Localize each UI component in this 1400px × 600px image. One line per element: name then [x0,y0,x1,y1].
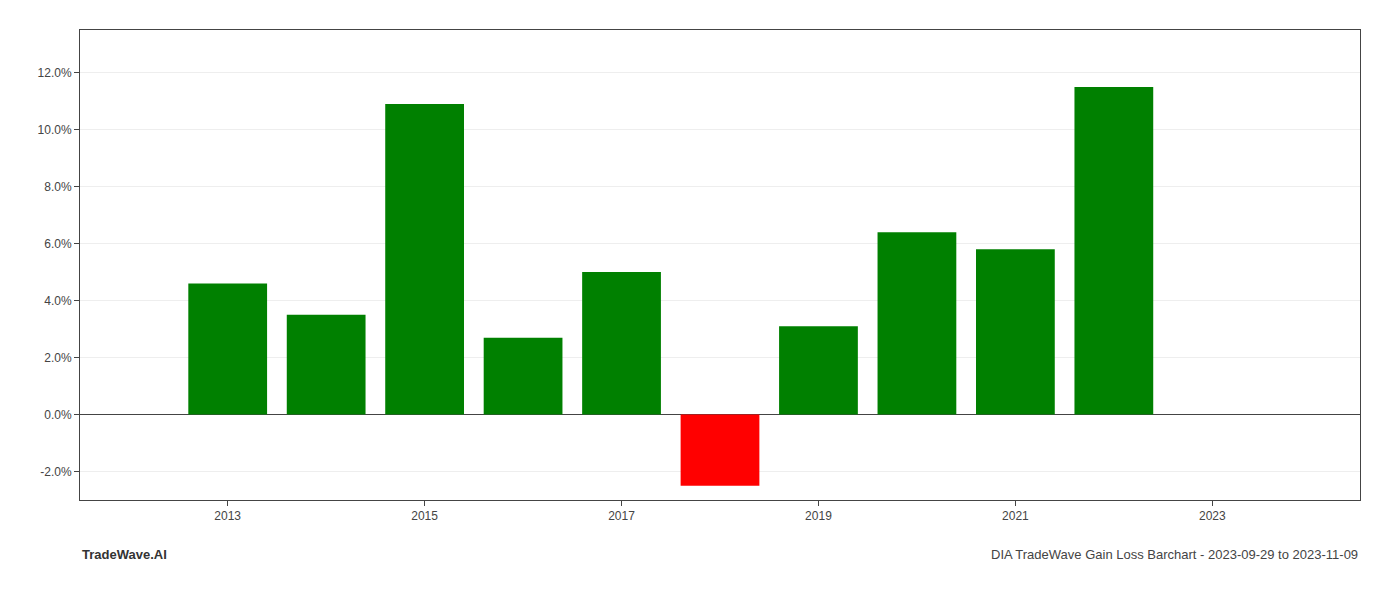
svg-text:4.0%: 4.0% [44,294,72,308]
svg-text:0.0%: 0.0% [44,408,72,422]
svg-text:DIA TradeWave Gain Loss Barcha: DIA TradeWave Gain Loss Barchart - 2023-… [991,547,1358,562]
svg-text:8.0%: 8.0% [44,180,72,194]
svg-text:2013: 2013 [214,509,241,523]
svg-text:12.0%: 12.0% [38,66,72,80]
svg-text:TradeWave.AI: TradeWave.AI [82,547,167,562]
svg-text:2019: 2019 [805,509,832,523]
svg-text:2017: 2017 [608,509,635,523]
svg-text:10.0%: 10.0% [38,123,72,137]
svg-text:6.0%: 6.0% [44,237,72,251]
svg-text:2021: 2021 [1002,509,1029,523]
svg-text:-2.0%: -2.0% [40,465,72,479]
svg-text:2023: 2023 [1199,509,1226,523]
svg-text:2015: 2015 [411,509,438,523]
svg-text:2.0%: 2.0% [44,351,72,365]
